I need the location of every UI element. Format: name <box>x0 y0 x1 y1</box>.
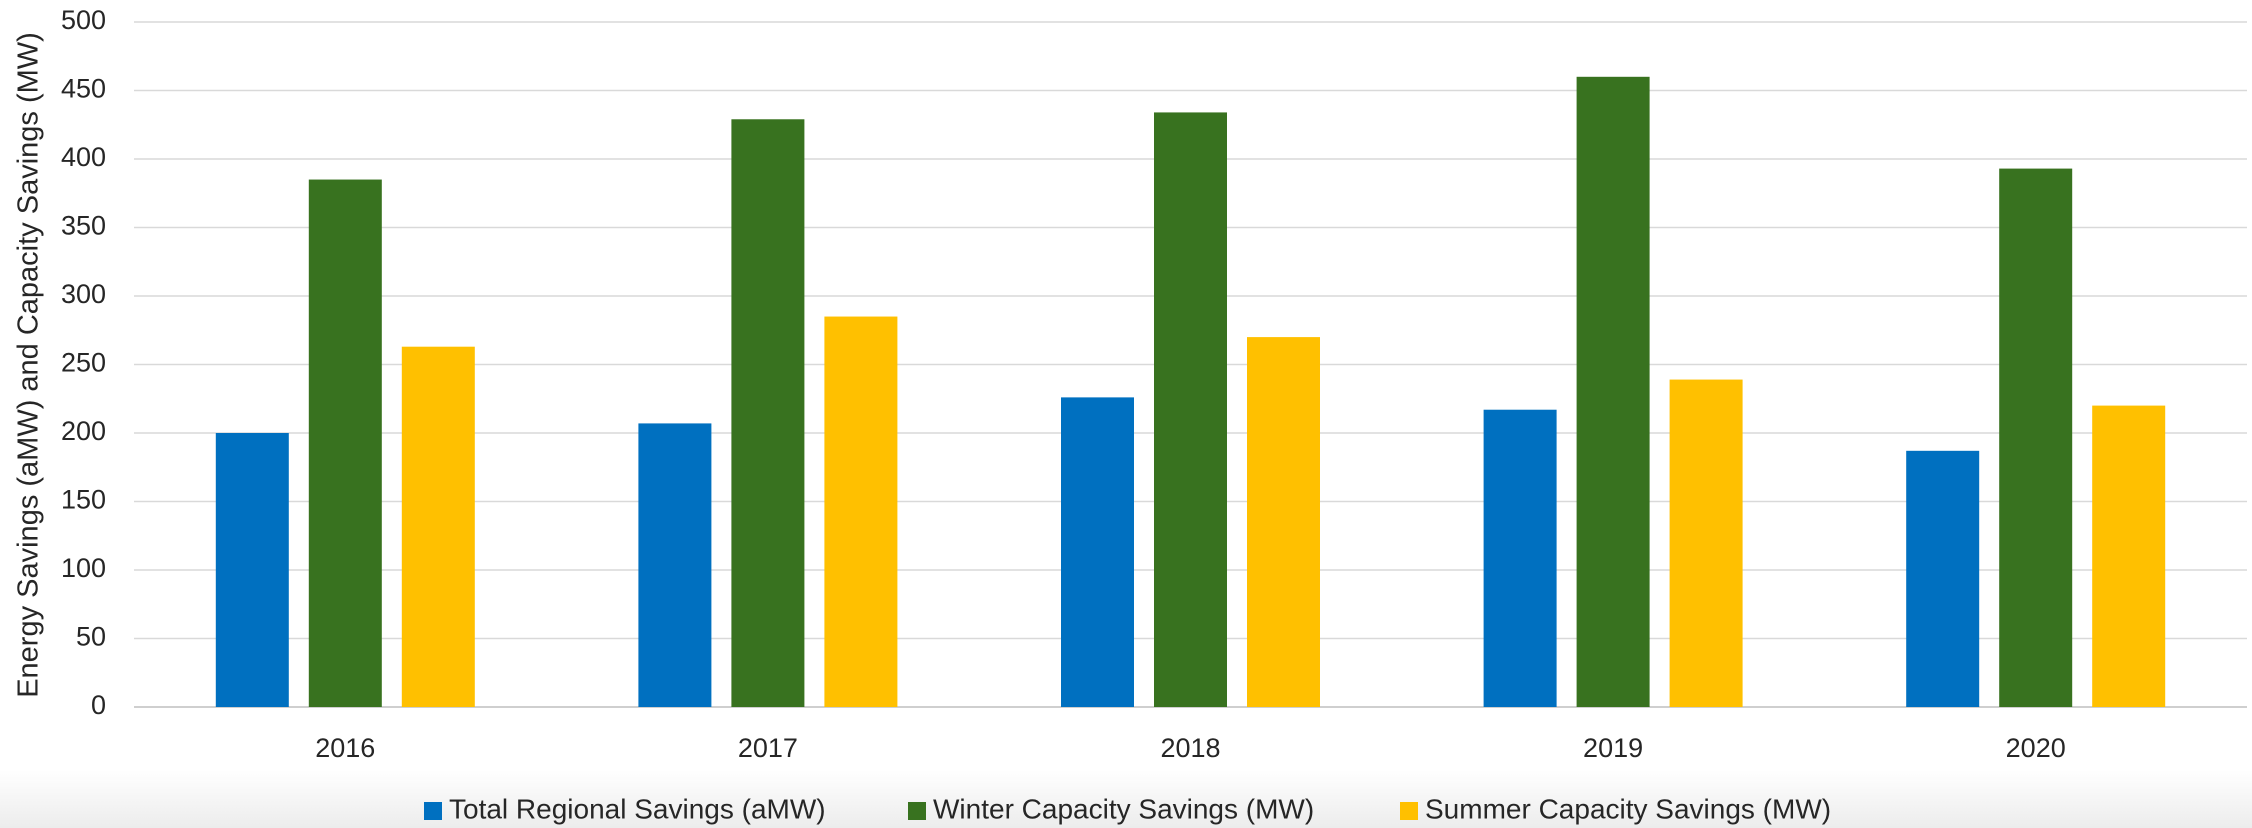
legend-swatch <box>1400 802 1418 820</box>
bar <box>1906 450 1980 707</box>
bar <box>2092 405 2166 707</box>
legend-label: Summer Capacity Savings (MW) <box>1425 793 1831 824</box>
y-tick-label: 450 <box>61 74 106 104</box>
x-tick-label: 2016 <box>315 733 375 763</box>
x-tick-label: 2018 <box>1160 733 1220 763</box>
bar <box>1061 397 1134 707</box>
y-axis-title: Energy Savings (aMW) and Capacity Saving… <box>13 32 45 698</box>
bar <box>1576 76 1650 708</box>
y-tick-label: 300 <box>61 279 106 309</box>
y-tick-label: 500 <box>61 5 106 35</box>
y-tick-label: 150 <box>61 485 106 515</box>
bar <box>1669 379 1743 707</box>
background-fade <box>0 770 2252 828</box>
y-tick-label: 200 <box>61 416 106 446</box>
bar <box>1483 409 1557 707</box>
bar <box>401 346 475 707</box>
x-tick-label: 2020 <box>2006 733 2066 763</box>
bar <box>1154 112 1227 708</box>
x-tick-label: 2017 <box>738 733 798 763</box>
y-tick-label: 250 <box>61 348 106 378</box>
bar <box>824 316 898 707</box>
legend-label: Total Regional Savings (aMW) <box>449 793 826 824</box>
y-tick-label: 50 <box>76 622 106 652</box>
bar <box>1999 168 2073 708</box>
bar <box>1247 337 1320 707</box>
legend-swatch <box>908 802 926 820</box>
y-tick-label: 0 <box>91 690 106 720</box>
bar <box>638 423 712 707</box>
y-tick-label: 100 <box>61 553 106 583</box>
x-tick-label: 2019 <box>1583 733 1643 763</box>
bar <box>731 119 805 707</box>
legend-swatch <box>424 802 442 820</box>
bar <box>308 179 382 708</box>
bar <box>215 433 289 707</box>
legend-label: Winter Capacity Savings (MW) <box>933 793 1314 824</box>
y-tick-label: 350 <box>61 211 106 241</box>
y-tick-label: 400 <box>61 142 106 172</box>
